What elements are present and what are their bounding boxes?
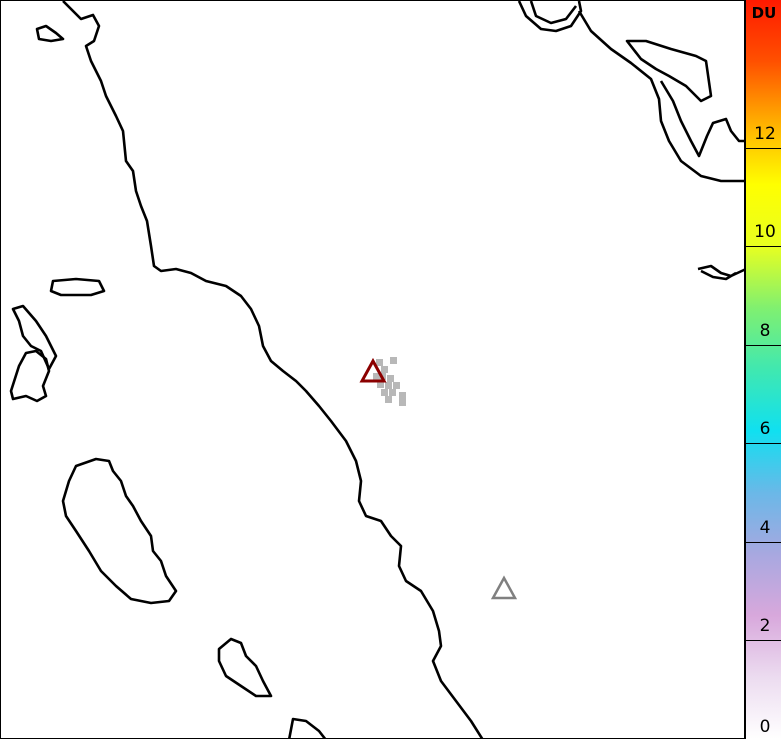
colorbar-tick — [746, 246, 781, 248]
volcano-active-marker[interactable] — [359, 357, 387, 383]
coastline-main — [62, 0, 484, 739]
colorbar-unit: DU — [751, 4, 777, 22]
so2-pixel — [381, 389, 388, 396]
coast-ne-4 — [625, 39, 713, 103]
so2-pixel — [389, 389, 396, 396]
island-4 — [9, 349, 51, 403]
island-3 — [11, 304, 58, 371]
colorbar-tick-label: 8 — [759, 320, 771, 341]
colorbar: DU 0 2 4 6 8 10 12 — [745, 0, 781, 739]
so2-pixel — [377, 381, 384, 388]
island-7 — [287, 717, 327, 739]
so2-pixel — [399, 399, 406, 406]
volcano-marker[interactable] — [490, 575, 518, 600]
coastline-map — [9, 0, 747, 739]
colorbar-tick — [746, 541, 781, 543]
coast-ne-2 — [529, 0, 578, 25]
colorbar-tick — [746, 147, 781, 149]
so2-pixel — [387, 375, 394, 382]
colorbar-tick-label: 12 — [754, 123, 776, 144]
colorbar-tick-label: 2 — [759, 616, 771, 637]
island-6 — [217, 637, 273, 698]
so2-pixel — [393, 382, 400, 389]
colorbar-tick-label: 10 — [754, 222, 776, 243]
colorbar-tick — [746, 640, 781, 642]
map-panel — [0, 0, 747, 739]
so2-pixel — [390, 357, 397, 364]
colorbar-tick — [746, 344, 781, 346]
colorbar-tick — [746, 443, 781, 445]
so2-pixel — [399, 392, 406, 399]
so2-pixel — [376, 359, 383, 366]
coast-ne-1 — [517, 0, 583, 33]
colorbar-tick-label: 6 — [759, 419, 771, 440]
colorbar-tick-label: 0 — [759, 717, 771, 737]
island-5 — [61, 457, 178, 605]
coast-ne-5 — [659, 80, 746, 158]
so2-pixel — [373, 373, 380, 380]
coast-ne-6 — [697, 264, 747, 281]
so2-pixel — [381, 366, 388, 373]
so2-pixel — [385, 382, 392, 389]
colorbar-tick-label: 4 — [759, 517, 771, 538]
island-1 — [35, 24, 65, 43]
so2-pixel — [385, 396, 392, 403]
island-2 — [49, 277, 106, 297]
coast-ne-3 — [577, 10, 746, 183]
